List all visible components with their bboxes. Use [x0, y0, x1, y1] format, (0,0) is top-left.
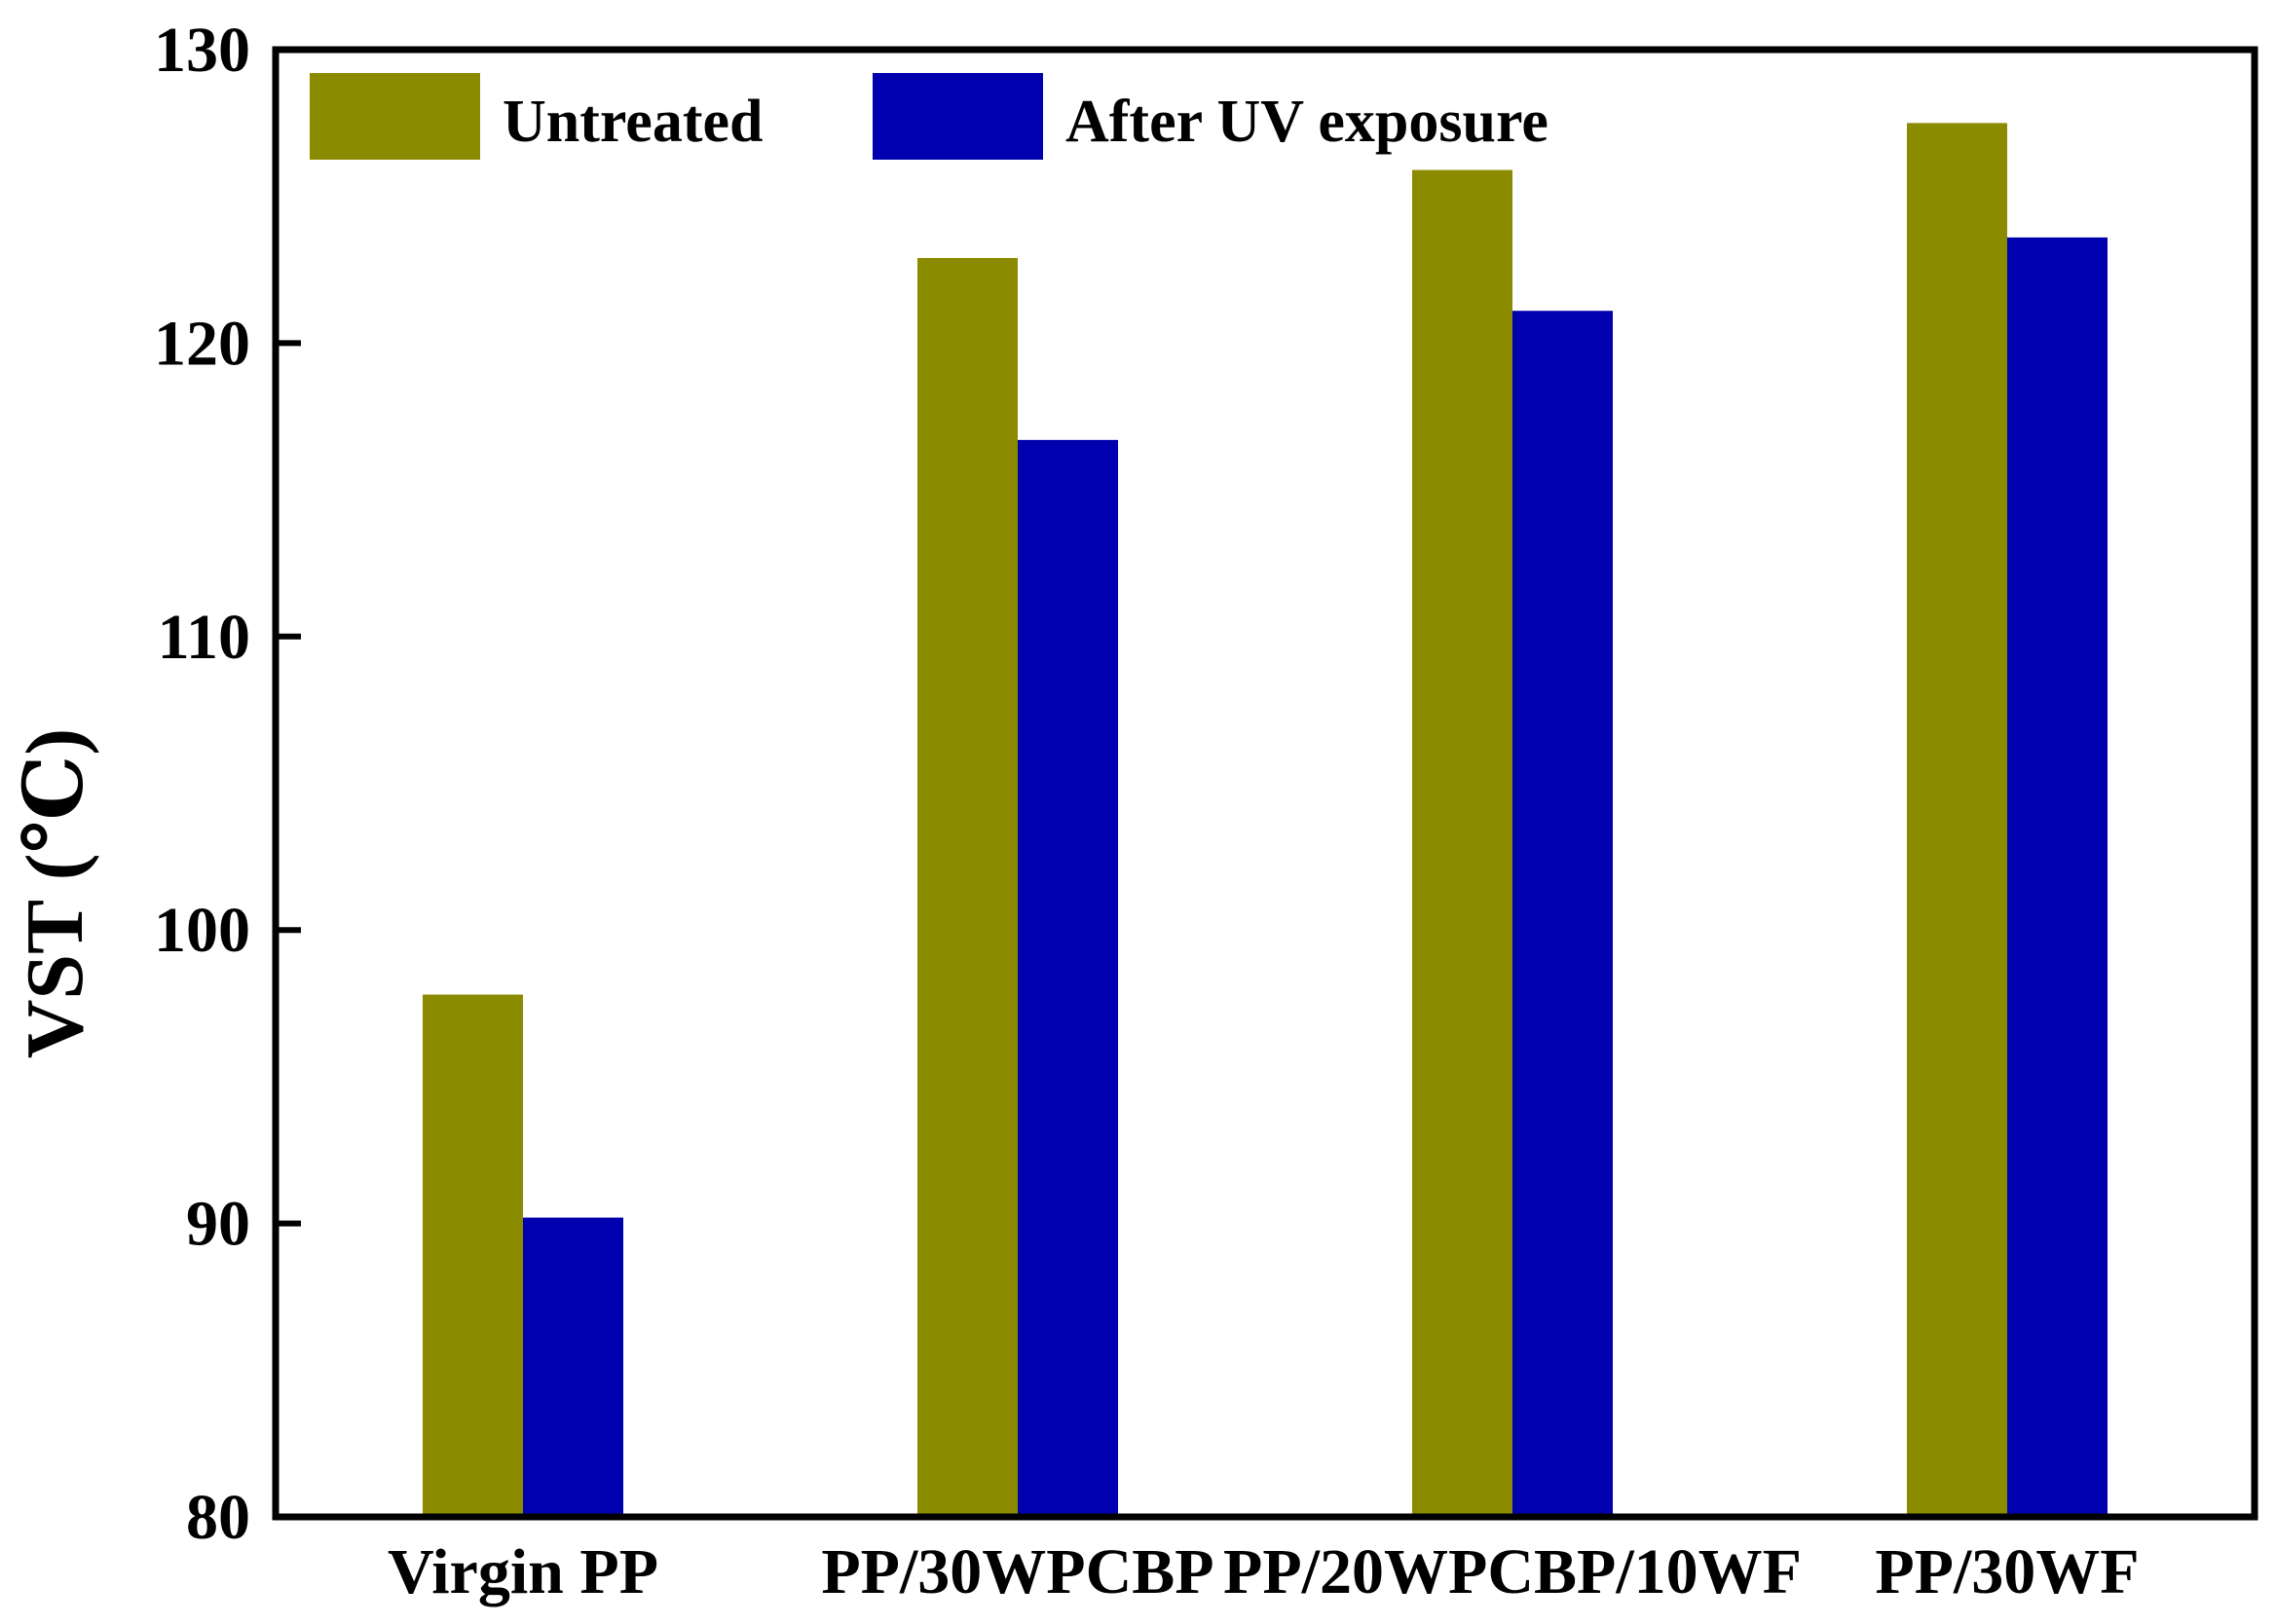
legend-swatch: [873, 73, 1043, 160]
y-tick-label: 120: [154, 308, 250, 379]
x-category-label: PP/30WPCBP: [821, 1536, 1213, 1607]
bar-untreated-3: [1907, 123, 2007, 1518]
bar-untreated-2: [1412, 169, 1512, 1518]
y-axis-ticks: 80 90 100 110 120 130: [154, 15, 301, 1553]
bar-untreated-0: [423, 994, 523, 1517]
legend-swatch: [310, 73, 480, 160]
bar-after-uv-exposure-1: [1018, 439, 1118, 1517]
y-tick-label: 80: [186, 1482, 250, 1553]
plot-frame: [272, 46, 2258, 1521]
bar-after-uv-exposure-3: [2007, 237, 2108, 1517]
x-category-label: PP/30WF: [1875, 1536, 2139, 1607]
y-tick-label: 110: [158, 602, 250, 673]
y-tick-label: 130: [154, 15, 250, 86]
bar-untreated-1: [917, 257, 1018, 1517]
bar-after-uv-exposure-2: [1512, 311, 1613, 1518]
legend: Untreated After UV exposure: [310, 73, 1548, 160]
y-tick-label: 90: [186, 1189, 250, 1260]
bars-layer: [423, 123, 2108, 1518]
x-axis-category-labels: Virgin PP PP/30WPCBP PP/20WPCBP/10WF PP/30W…: [388, 1536, 2140, 1607]
legend-label: After UV exposure: [1065, 89, 1548, 155]
y-tick-label: 100: [154, 895, 250, 966]
y-axis-title: VST (℃): [10, 728, 100, 1059]
x-category-label: Virgin PP: [388, 1536, 658, 1607]
legend-label: Untreated: [503, 89, 763, 155]
x-category-label: PP/20WPCBP/10WF: [1223, 1536, 1802, 1607]
bar-after-uv-exposure-0: [523, 1217, 623, 1517]
